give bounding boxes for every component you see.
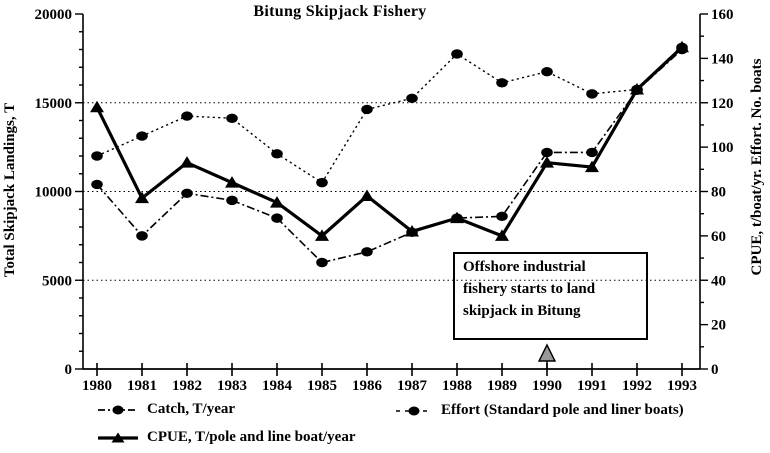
data-point: [225, 176, 239, 188]
data-point: [361, 247, 373, 257]
tick-label: 80: [711, 185, 726, 201]
tick-label: 15000: [35, 96, 73, 112]
legend-label-effort: Effort (Standard pole and liner boats): [441, 402, 684, 418]
data-point: [181, 111, 193, 121]
data-point: [496, 78, 508, 88]
data-point: [180, 156, 194, 168]
data-point: [181, 188, 193, 198]
tick-label: 1988: [442, 378, 472, 394]
data-point: [405, 224, 419, 237]
series-cpue: [90, 40, 689, 241]
tick-label: 1986: [352, 378, 383, 394]
data-point: [495, 229, 509, 241]
x-axis-ticks: 1980 1981 1982 1983 1984 1985 1986 1987 1988 1989…: [82, 363, 697, 394]
data-point: [135, 191, 149, 204]
data-point: [585, 160, 599, 173]
data-point: [451, 49, 463, 59]
data-point: [226, 113, 238, 123]
tick-label: 1981: [127, 378, 157, 394]
annotation-line: fishery starts to land: [463, 281, 596, 297]
data-point: [91, 179, 103, 190]
data-point: [630, 82, 644, 95]
data-point: [226, 195, 238, 206]
tick-label: 1984: [262, 378, 293, 394]
legend-item-catch: Catch, T/year: [98, 401, 235, 418]
data-point: [271, 213, 283, 223]
tick-label: 1993: [667, 378, 697, 394]
gridlines: [83, 102, 700, 281]
tick-label: 0: [711, 362, 719, 378]
data-point: [541, 147, 553, 158]
data-point: [586, 147, 598, 158]
data-point: [406, 93, 418, 104]
tick-label: 20000: [35, 7, 73, 23]
annotation-line: skipjack in Bitung: [463, 303, 581, 319]
tick-label: 1987: [397, 378, 428, 394]
left-axis-ticks: 0 5000 10000 15000 20000: [35, 7, 83, 378]
annotation-line: Offshore industrial: [463, 259, 586, 275]
tick-label: 10000: [35, 185, 73, 201]
tick-label: 5000: [42, 273, 72, 289]
tick-label: 1992: [622, 378, 652, 394]
chart-title: Bitung Skipjack Fishery: [253, 3, 427, 20]
tick-label: 160: [711, 7, 734, 23]
legend-item-effort: Effort (Standard pole and liner boats): [396, 402, 684, 419]
tick-label: 120: [711, 96, 734, 112]
data-point: [90, 100, 104, 113]
plot-area: 0 5000 10000 15000 20000 0 20 40 60 80 100 120 140 16…: [35, 7, 734, 394]
data-point: [540, 156, 554, 168]
data-point: [496, 211, 508, 222]
effort-legend-marker-icon: [396, 406, 432, 415]
tick-label: 60: [711, 229, 726, 245]
data-point: [315, 229, 329, 241]
data-point: [91, 151, 103, 161]
legend-label-catch: Catch, T/year: [147, 401, 236, 417]
tick-label: 1990: [532, 378, 562, 394]
tick-label: 40: [711, 273, 726, 289]
data-point: [541, 66, 553, 77]
data-point: [270, 196, 284, 208]
tick-label: 0: [65, 362, 73, 378]
tick-label: 1991: [577, 378, 607, 394]
legend-item-cpue: CPUE, T/pole and line boat/year: [98, 429, 356, 446]
cpue-legend-marker-icon: [98, 432, 138, 443]
annotation-arrow: [537, 343, 557, 369]
data-point: [450, 211, 464, 224]
annotation-box: Offshore industrial fishery starts to la…: [453, 252, 648, 340]
data-point: [136, 131, 148, 141]
tick-label: 100: [711, 140, 734, 156]
data-point: [361, 104, 373, 115]
right-axis-ticks: 0 20 40 60 80 100 120 140 160: [700, 7, 734, 378]
tick-label: 1982: [172, 378, 202, 394]
data-point: [360, 189, 374, 201]
legend-label-cpue: CPUE, T/pole and line boat/year: [147, 429, 356, 445]
data-point: [316, 257, 328, 268]
tick-label: 20: [711, 318, 726, 334]
data-point: [136, 231, 148, 241]
tick-label: 1980: [82, 378, 112, 394]
data-point: [675, 40, 689, 53]
tick-label: 140: [711, 51, 734, 67]
data-point: [586, 89, 598, 99]
tick-label: 1985: [307, 378, 337, 394]
data-point: [316, 177, 328, 188]
data-point: [271, 149, 283, 159]
catch-legend-marker-icon: [98, 405, 138, 414]
tick-label: 1983: [217, 378, 247, 394]
tick-label: 1989: [487, 378, 517, 394]
